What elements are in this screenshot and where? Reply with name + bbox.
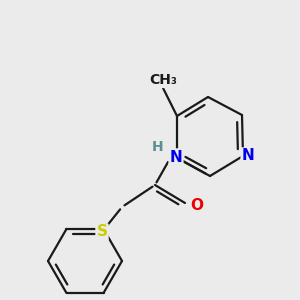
Text: N: N — [242, 148, 254, 164]
Text: S: S — [97, 224, 107, 239]
Text: CH₃: CH₃ — [149, 73, 177, 87]
Text: H: H — [152, 140, 164, 154]
Text: N: N — [169, 149, 182, 164]
Text: O: O — [190, 199, 203, 214]
